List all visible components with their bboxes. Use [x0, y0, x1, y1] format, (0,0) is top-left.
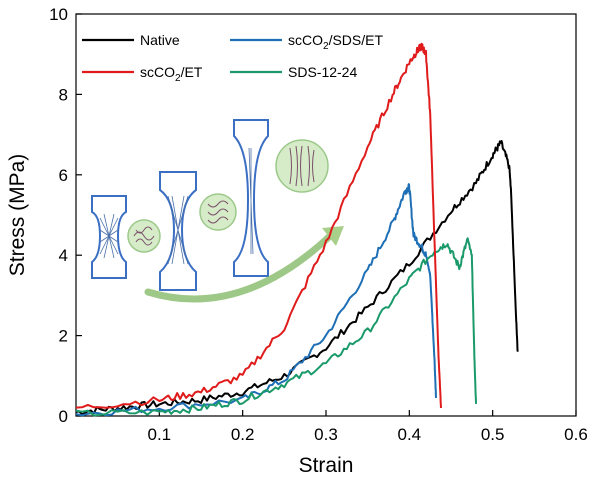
y-tick-label: 4: [59, 246, 68, 265]
x-tick-label: 0.6: [564, 425, 588, 444]
y-tick-label: 6: [59, 166, 68, 185]
curved-arrow-icon: [144, 232, 334, 303]
series-line-scco2-et: [75, 42, 442, 409]
specimen-long-icon: [233, 119, 329, 277]
legend-label: scCO2/ET: [140, 64, 203, 84]
legend-label: scCO2/SDS/ET: [288, 32, 383, 52]
x-tick-label: 0.1: [148, 425, 172, 444]
arrow-head-icon: [322, 226, 344, 246]
specimen-illustration: [91, 119, 344, 303]
specimen-short-icon: [91, 195, 161, 279]
y-axis-title: Stress (MPa): [6, 154, 29, 277]
x-tick-label: 0.4: [398, 425, 422, 444]
specimen-medium-icon: [159, 171, 237, 291]
x-axis-title: Strain: [299, 454, 354, 477]
y-axis-ticks: 0 2 4 6 8 10: [49, 5, 82, 426]
y-tick-label: 0: [59, 407, 68, 426]
legend: Native scCO2/SDS/ET scCO2/ET SDS-12-24: [82, 32, 383, 84]
series-line-sds-12-24: [75, 237, 477, 417]
series-line-scco2-sds-et: [75, 183, 437, 417]
y-tick-label: 10: [49, 5, 68, 24]
series-layer: [75, 42, 519, 417]
series-line-native: [75, 140, 519, 416]
y-tick-label: 8: [59, 85, 68, 104]
x-tick-label: 0.3: [314, 425, 338, 444]
legend-label: Native: [140, 32, 180, 48]
x-tick-label: 0.2: [231, 425, 255, 444]
legend-label: SDS-12-24: [288, 64, 357, 80]
y-tick-label: 2: [59, 327, 68, 346]
x-axis-ticks: 0.1 0.2 0.3 0.4 0.5 0.6: [148, 410, 588, 444]
x-tick-label: 0.5: [481, 425, 505, 444]
